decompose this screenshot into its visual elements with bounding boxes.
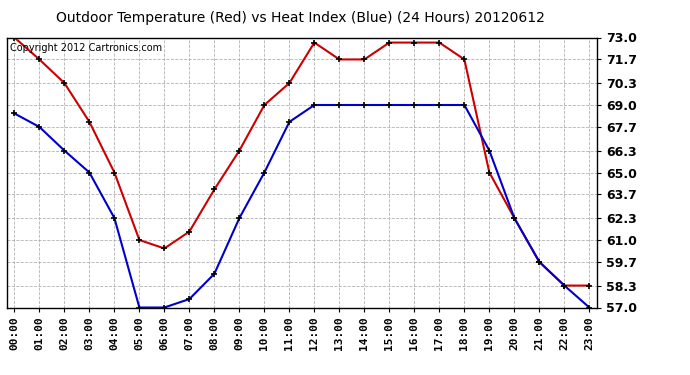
Text: Copyright 2012 Cartronics.com: Copyright 2012 Cartronics.com <box>10 43 162 53</box>
Text: Outdoor Temperature (Red) vs Heat Index (Blue) (24 Hours) 20120612: Outdoor Temperature (Red) vs Heat Index … <box>56 11 544 25</box>
